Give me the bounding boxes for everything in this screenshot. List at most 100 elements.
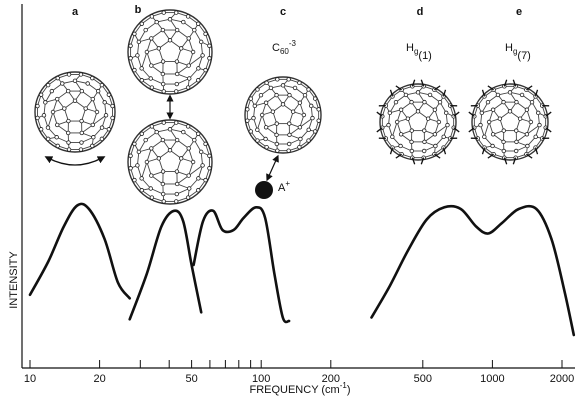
fullerene-atom — [167, 148, 173, 153]
fullerene-atom — [128, 153, 133, 158]
fullerene-atom — [280, 102, 286, 107]
fullerene-atom — [154, 129, 159, 135]
displacement-arrow — [434, 85, 441, 91]
fullerene-atom — [174, 120, 179, 125]
annotation-sup: -3 — [289, 39, 297, 48]
displacement-arrow — [534, 89, 539, 97]
fullerene-bond — [138, 139, 147, 153]
fullerene-bond — [146, 38, 152, 53]
fullerene-atom — [149, 85, 155, 90]
fullerene-bond — [176, 78, 190, 85]
fullerene-atom — [66, 118, 71, 124]
fullerene-atom — [99, 82, 105, 88]
fullerene-atom — [128, 56, 133, 61]
fullerene-bond — [151, 29, 164, 39]
fullerene-atom — [425, 116, 431, 121]
displacement-arrow — [512, 79, 517, 87]
fullerene-atom — [161, 120, 166, 125]
fullerene-atom — [445, 122, 450, 128]
fullerene-bond — [183, 131, 195, 141]
displacement-arrow — [526, 153, 533, 159]
fullerene-atom — [386, 122, 391, 128]
fullerene-atom — [35, 115, 40, 121]
fullerene-atom — [486, 119, 492, 125]
annotation-sub: g — [513, 47, 517, 56]
annotation-sup: + — [285, 179, 290, 188]
displacement-arrow — [389, 147, 394, 155]
fullerene-atom — [186, 173, 191, 178]
rotation-arrow — [44, 156, 106, 166]
fullerene-atom — [160, 71, 166, 77]
fullerene-bond — [156, 18, 171, 23]
fullerene-atom — [174, 59, 180, 64]
fullerene-atom — [160, 191, 166, 197]
displacement-arrow — [526, 85, 533, 91]
fullerene-atom — [35, 103, 40, 109]
fullerene-bond — [169, 149, 182, 159]
fullerene-atom — [524, 107, 530, 112]
fullerene-atom — [490, 132, 496, 137]
fullerene-atom — [286, 141, 292, 147]
fullerene-atom — [443, 110, 449, 116]
fullerene-bond — [52, 98, 58, 113]
fullerene-atom — [132, 31, 137, 37]
fullerene-atom — [132, 141, 137, 147]
fullerene-atom — [174, 27, 180, 33]
fullerene-atom — [292, 85, 298, 91]
fullerene-atom — [203, 141, 208, 147]
x-axis-label-end: ) — [347, 384, 351, 396]
fullerene-atom — [143, 137, 148, 143]
fullerene-atom — [149, 195, 155, 200]
fullerene — [376, 79, 460, 165]
fullerene-atom — [432, 107, 438, 112]
fullerene-atom — [79, 130, 84, 136]
fullerene-atom — [482, 134, 487, 140]
fullerene-atom — [287, 92, 292, 98]
fullerene-atom — [106, 127, 112, 132]
fullerene-atom — [255, 87, 260, 92]
fullerene-atom — [501, 148, 507, 154]
fullerene-atom — [178, 156, 184, 161]
fullerene-atom — [422, 128, 427, 133]
fullerene-atom — [436, 119, 442, 125]
fullerene-atom — [156, 156, 162, 161]
fullerene-atom — [268, 85, 274, 91]
fullerene-atom — [174, 169, 180, 174]
fullerene-bond — [188, 38, 194, 53]
fullerene-atom — [154, 19, 159, 25]
fullerene-atom — [136, 149, 142, 155]
fullerene-atom — [274, 92, 279, 98]
fullerene-atom — [99, 136, 105, 142]
fullerene-atom — [263, 136, 268, 142]
fullerene-atom — [160, 81, 166, 87]
fullerene-atom — [185, 195, 191, 200]
fullerene-atom — [196, 131, 201, 136]
fullerene-atom — [190, 49, 196, 55]
spectrum-curve — [192, 205, 291, 324]
fullerene-atom — [306, 87, 311, 92]
fullerene-atom — [187, 76, 192, 81]
fullerene-atom — [270, 109, 276, 114]
fullerene-outline — [34, 71, 116, 153]
fullerene-atom — [427, 92, 433, 98]
fullerene-atom — [55, 75, 60, 81]
fullerene-atom — [316, 118, 321, 123]
fullerene-atom — [251, 115, 256, 121]
fullerene-atom — [259, 112, 265, 118]
fullerene-atom — [174, 137, 180, 143]
fullerene-bond — [176, 188, 190, 195]
annotation-text: C — [272, 42, 280, 54]
annotation: Hg(1) — [406, 42, 432, 62]
fullerene-atom — [525, 143, 530, 149]
fullerene-bond — [176, 65, 189, 75]
fullerene-atom — [161, 10, 166, 15]
fullerene-atom — [79, 118, 84, 124]
fullerene-atom — [274, 141, 280, 147]
fullerene-atom — [90, 143, 95, 149]
fullerene-atom — [41, 113, 47, 118]
fullerene-atom — [144, 159, 150, 165]
fullerene-atom — [149, 14, 155, 19]
fullerene-outline — [127, 119, 213, 205]
fullerene-atom — [409, 128, 414, 133]
fullerene-atom — [160, 169, 166, 174]
